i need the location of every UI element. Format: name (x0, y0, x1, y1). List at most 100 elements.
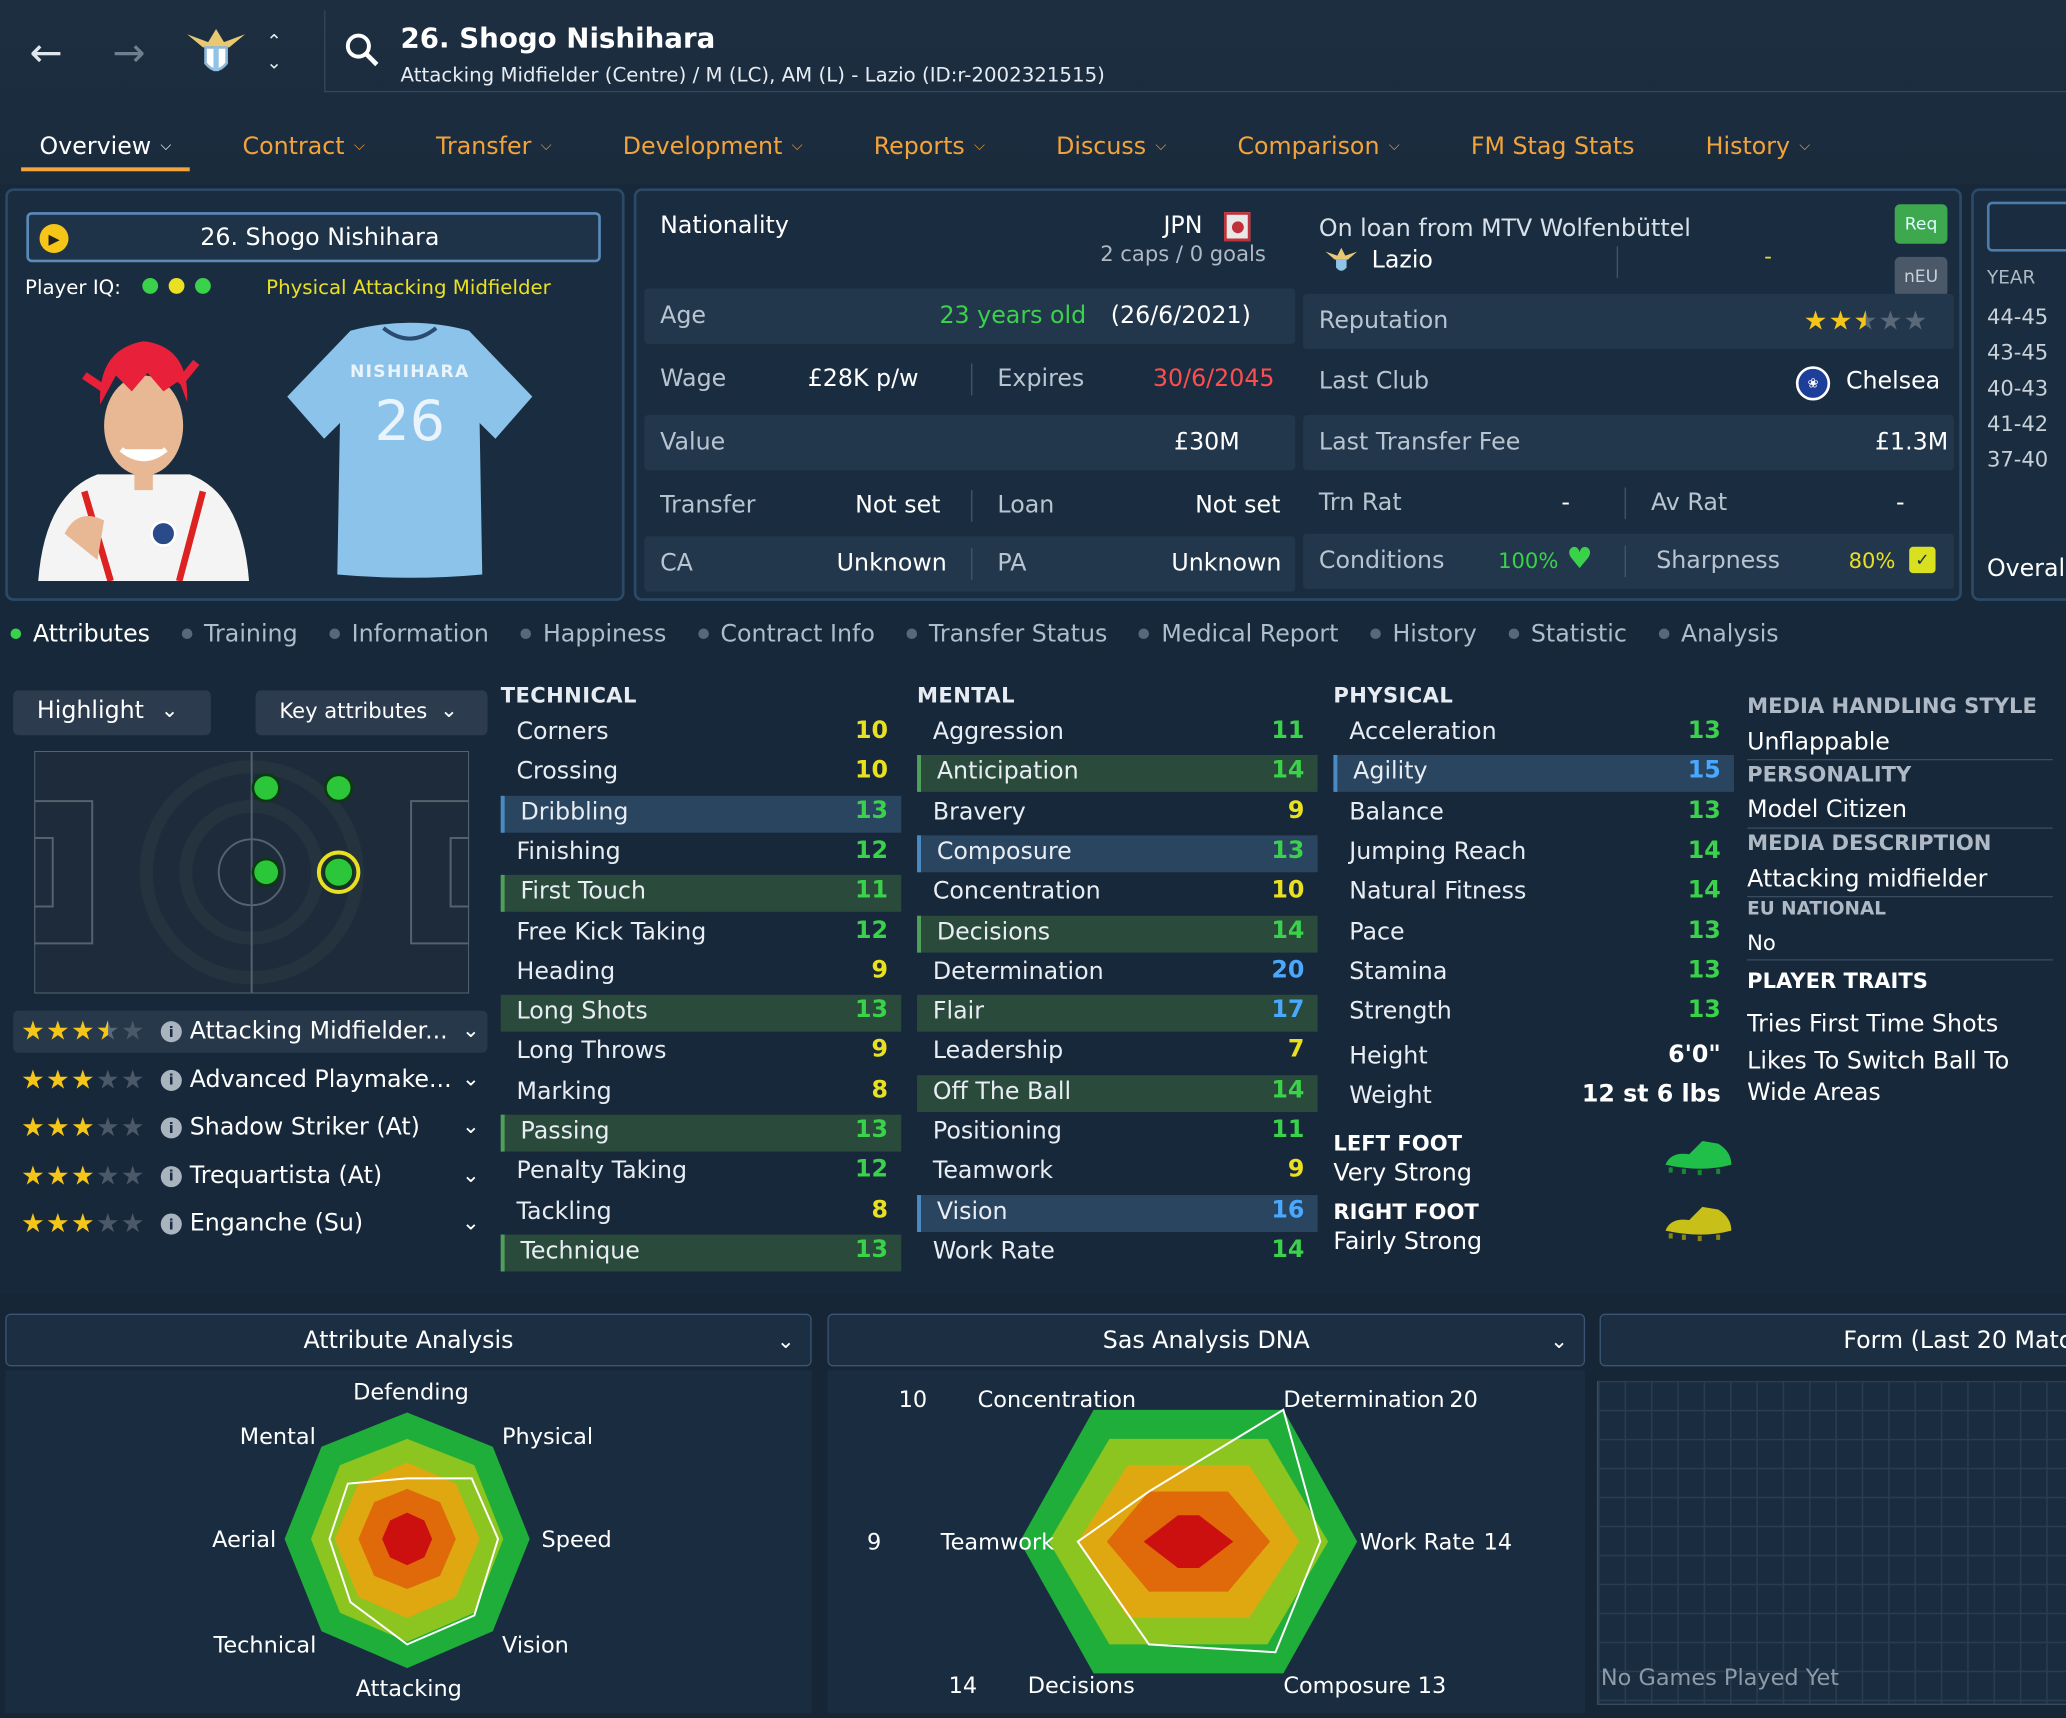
attribute-row[interactable]: Dribbling 13 (500, 795, 902, 833)
tab-fm-stag-stats[interactable]: FM Stag Stats (1470, 132, 1635, 161)
player-iq-role: Physical Attacking Midfielder (266, 275, 551, 300)
attribute-row[interactable]: Natural Fitness 14 (1333, 875, 1734, 912)
subtab-transfer-status[interactable]: Transfer Status (906, 620, 1107, 648)
chevron-down-icon: ⌵ (160, 137, 172, 155)
attribute-row[interactable]: Penalty Taking 12 (501, 1155, 902, 1192)
tab-transfer[interactable]: Transfer ⌵ (435, 132, 552, 161)
role-stars: ★★★★★ (21, 1062, 146, 1095)
attribute-row[interactable]: First Touch 11 (500, 875, 902, 913)
radar-label: Defending (353, 1379, 469, 1406)
loan-dash: - (1764, 243, 1772, 269)
tab-contract[interactable]: Contract ⌵ (242, 132, 365, 161)
attribute-row[interactable]: Anticipation 14 (917, 755, 1318, 793)
attribute-name: Finishing (516, 837, 621, 866)
attribute-value: 14 (1271, 1235, 1305, 1264)
attribute-row[interactable]: Free Kick Taking 12 (501, 915, 902, 952)
subtab-statistic[interactable]: Statistic (1508, 620, 1627, 648)
role-row[interactable]: ★★★★★ i Shadow Striker (At) ⌄ (13, 1107, 487, 1149)
last-club-value[interactable]: Chelsea (1845, 367, 1941, 396)
back-arrow-icon[interactable]: ← (29, 29, 63, 76)
attribute-analysis-dropdown[interactable]: Attribute Analysis ⌄ (5, 1313, 812, 1367)
tab-history[interactable]: History ⌵ (1705, 132, 1811, 161)
club-crest-icon[interactable] (184, 24, 247, 82)
attribute-row[interactable]: Determination 20 (917, 955, 1318, 992)
chevron-down-icon[interactable]: ⌄ (461, 1161, 480, 1187)
sas-dna-dropdown[interactable]: Sas Analysis DNA ⌄ (827, 1313, 1586, 1367)
divider (971, 548, 973, 580)
attribute-row[interactable]: Vision 16 (917, 1194, 1318, 1232)
subtab-information[interactable]: Information (329, 620, 489, 648)
attribute-row[interactable]: Technique 13 (500, 1234, 902, 1272)
play-icon[interactable]: ▶ (39, 223, 69, 253)
attribute-row[interactable]: Strength 13 (1333, 995, 1734, 1032)
subtab-happiness[interactable]: Happiness (520, 620, 666, 648)
last-club-label: Last Club (1318, 367, 1430, 396)
attribute-row[interactable]: Balance 13 (1333, 795, 1734, 832)
attribute-row[interactable]: Composure 13 (917, 835, 1318, 873)
attribute-row[interactable]: Decisions 14 (917, 915, 1318, 952)
chevron-down-icon[interactable]: ⌄ (461, 1065, 480, 1091)
attribute-row[interactable]: Corners 10 (501, 715, 902, 752)
attribute-value: 10 (855, 756, 889, 785)
role-name: Enganche (Su) (189, 1209, 364, 1238)
attribute-row[interactable]: Acceleration 13 (1333, 715, 1734, 752)
role-row[interactable]: ★★★★★★ i Attacking Midfielder... ⌄ (13, 1010, 488, 1053)
attribute-row[interactable]: Off The Ball 14 (917, 1074, 1318, 1112)
subtab-analysis[interactable]: Analysis (1658, 620, 1779, 648)
req-button[interactable]: Req (1894, 204, 1948, 244)
form-dropdown[interactable]: Form (Last 20 Matc (1599, 1313, 2066, 1367)
club-name[interactable]: Lazio (1371, 246, 1433, 275)
player-switch-chevrons-icon[interactable]: ⌃ ⌄ (266, 31, 282, 74)
subtab-attributes[interactable]: Attributes (10, 620, 150, 648)
info-icon[interactable]: i (160, 1165, 182, 1187)
physical-heading: PHYSICAL (1333, 682, 1454, 708)
info-icon[interactable]: i (160, 1117, 182, 1139)
subtab-history[interactable]: History (1370, 620, 1477, 648)
history-dropdown[interactable] (1986, 201, 2066, 252)
info-icon[interactable]: i (160, 1021, 182, 1043)
attribute-row[interactable]: Passing 13 (500, 1114, 902, 1152)
attribute-value: 13 (1687, 716, 1721, 745)
highlight-dropdown[interactable]: Highlight ⌄ (13, 690, 211, 736)
info-icon[interactable]: i (160, 1213, 182, 1235)
key-attributes-dropdown[interactable]: Key attributes ⌄ (255, 690, 488, 736)
role-row[interactable]: ★★★★★ i Advanced Playmake... ⌄ (13, 1059, 487, 1101)
tab-discuss[interactable]: Discuss ⌵ (1056, 132, 1167, 161)
attribute-row[interactable]: Long Throws 9 (501, 1035, 902, 1072)
attribute-value: 13 (855, 796, 889, 825)
attribute-row[interactable]: Finishing 12 (501, 835, 902, 872)
tab-overview[interactable]: Overview ⌵ (21, 121, 190, 172)
role-row[interactable]: ★★★★★ i Trequartista (At) ⌄ (13, 1155, 487, 1197)
attribute-row[interactable]: Stamina 13 (1333, 955, 1734, 992)
subtab-training[interactable]: Training (181, 620, 298, 648)
attribute-row[interactable]: Teamwork 9 (917, 1155, 1318, 1192)
search-icon[interactable] (341, 29, 383, 71)
attribute-row[interactable]: Work Rate 14 (917, 1234, 1318, 1271)
attribute-row[interactable]: Aggression 11 (917, 715, 1318, 752)
attribute-row[interactable]: Heading 9 (501, 955, 902, 992)
attribute-row[interactable]: Pace 13 (1333, 915, 1734, 952)
tab-comparison[interactable]: Comparison ⌵ (1237, 132, 1400, 161)
chevron-down-icon[interactable]: ⌄ (461, 1209, 480, 1235)
attribute-row[interactable]: Marking 8 (501, 1075, 902, 1112)
info-icon[interactable]: i (160, 1069, 182, 1091)
attribute-row[interactable]: Leadership 7 (917, 1035, 1318, 1072)
attribute-row[interactable]: Jumping Reach 14 (1333, 835, 1734, 872)
attribute-row[interactable]: Positioning 11 (917, 1115, 1318, 1152)
forward-arrow-icon[interactable]: → (112, 29, 146, 76)
attribute-row[interactable]: Crossing 10 (501, 755, 902, 792)
chevron-down-icon[interactable]: ⌄ (461, 1113, 480, 1139)
attribute-row[interactable]: Long Shots 13 (500, 994, 902, 1032)
subtab-contract-info[interactable]: Contract Info (697, 620, 875, 648)
subtab-medical-report[interactable]: Medical Report (1139, 620, 1338, 648)
chevron-down-icon[interactable]: ⌄ (461, 1017, 480, 1043)
attribute-row[interactable]: Bravery 9 (917, 795, 1318, 832)
role-row[interactable]: ★★★★★ i Enganche (Su) ⌄ (13, 1203, 487, 1245)
sas-dna-panel: 10 Concentration Determination 20 9 Team… (827, 1370, 1586, 1713)
tab-reports[interactable]: Reports ⌵ (873, 132, 985, 161)
attribute-row[interactable]: Flair 17 (917, 994, 1318, 1032)
attribute-row[interactable]: Agility 15 (1333, 755, 1734, 793)
tab-development[interactable]: Development ⌵ (622, 132, 803, 161)
attribute-row[interactable]: Tackling 8 (501, 1195, 902, 1232)
attribute-row[interactable]: Concentration 10 (917, 875, 1318, 912)
